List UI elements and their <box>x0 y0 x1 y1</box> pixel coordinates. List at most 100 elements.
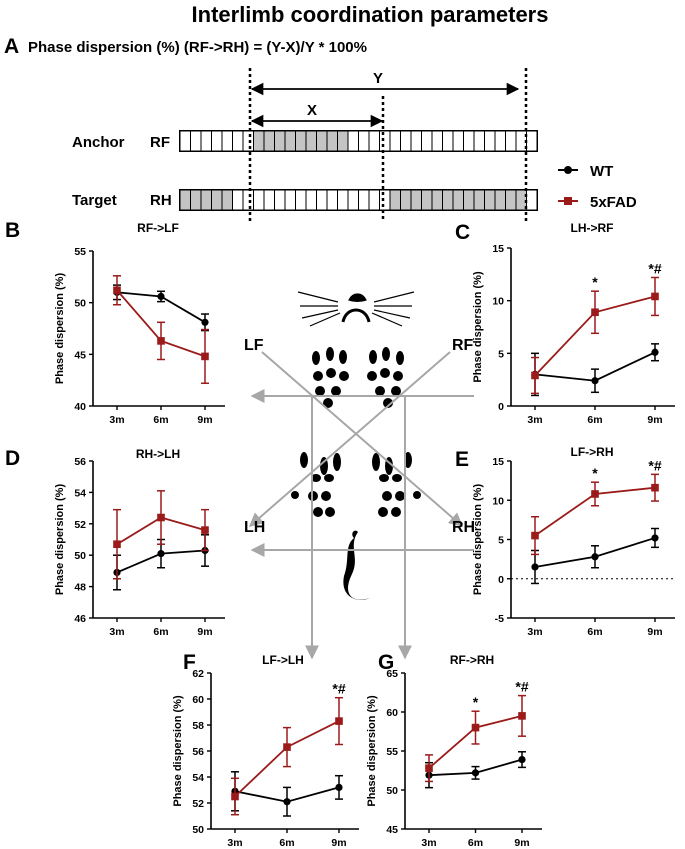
significance-marker: * <box>592 274 598 290</box>
legend-5xfad-label: 5xFAD <box>590 194 637 211</box>
gait-strip-cell <box>494 189 506 211</box>
gait-strip-cell <box>221 189 233 211</box>
data-point-5xfad <box>335 717 343 725</box>
y-tick-label: 60 <box>192 694 204 706</box>
gait-strip-cell <box>421 130 433 152</box>
limb-label-rh: RH <box>452 519 475 536</box>
y-tick-label: 55 <box>74 246 86 258</box>
y-tick-label: 58 <box>192 720 204 732</box>
gait-strip-cell <box>452 189 464 211</box>
x-tick-label: 9m <box>197 626 212 638</box>
y-tick-label: 50 <box>74 298 86 310</box>
x-tick-label: 9m <box>197 414 212 426</box>
y-axis-label: Phase dispersion (%) <box>54 484 66 596</box>
gait-strip-cell <box>263 130 275 152</box>
data-point-wt <box>201 318 209 326</box>
gait-strip-cell <box>526 189 538 211</box>
significance-marker: * <box>592 465 598 481</box>
significance-marker: *# <box>515 679 528 695</box>
gait-strip-cell <box>484 189 496 211</box>
gait-strip-cell <box>200 189 212 211</box>
data-point-wt <box>157 550 165 558</box>
gait-strip-cell <box>463 130 475 152</box>
legend-wt-marker <box>564 166 572 174</box>
panel-d-chart: D RH->LH 46 48 50 52 54 56 3m 6m 9m Phase dispersio… <box>5 447 225 638</box>
y-tick-label: 62 <box>192 668 204 680</box>
gait-strip-cell <box>379 189 391 211</box>
anchor-limb-label: RF <box>150 134 170 151</box>
gait-strip-cell <box>473 189 485 211</box>
data-point-5xfad <box>531 531 539 540</box>
data-point-5xfad <box>471 723 480 732</box>
chart-title: RF->RH <box>450 653 494 667</box>
gait-strip-cell <box>274 130 286 152</box>
data-point-5xfad <box>157 513 165 522</box>
panel-e-chart: E LF->RH -5 0 5 10 15 3m 6m 9m Phase dispersion (%… <box>455 445 675 638</box>
y-tick-label: 46 <box>74 613 86 625</box>
data-point-5xfad <box>283 743 291 751</box>
data-point-wt <box>591 553 599 561</box>
gait-strip-cell <box>389 189 401 211</box>
y-tick-label: 52 <box>192 798 204 810</box>
x-tick-label: 6m <box>587 414 602 426</box>
panel-letter: B <box>5 219 20 242</box>
data-point-5xfad <box>113 286 121 295</box>
gait-strip-cell <box>316 130 328 152</box>
gait-strip-cell <box>431 189 443 211</box>
gait-strip-cell <box>494 130 506 152</box>
gait-strip-cell <box>347 130 359 152</box>
panel-g-chart: G RF->RH 45 50 55 60 65 3m 6m 9m Phase dispersion … <box>366 651 542 849</box>
y-tick-label: 48 <box>74 582 86 594</box>
gait-strip-cell <box>347 189 359 211</box>
panel-b-chart: B RF->LF 40 45 50 55 3m 6m 9m Phase dispersion (%… <box>5 219 225 426</box>
y-tick-label: 5 <box>498 535 504 547</box>
significance-marker: * <box>473 694 479 710</box>
panel-letter: E <box>455 448 469 471</box>
gait-strip-cell <box>505 189 517 211</box>
panel-letter: C <box>455 221 470 244</box>
gait-strip-cell <box>305 130 317 152</box>
gait-strip-cell <box>221 130 233 152</box>
gait-strip-cell <box>379 130 391 152</box>
y-axis-label: Phase dispersion (%) <box>472 271 484 383</box>
coordination-arrows <box>248 351 474 660</box>
gait-strip-cell <box>295 130 307 152</box>
y-axis-label: Phase dispersion (%) <box>54 273 66 385</box>
chart-title: LH->RF <box>571 221 614 235</box>
data-point-5xfad <box>425 764 433 772</box>
panel-a-letter: A <box>4 35 19 58</box>
phase-dispersion-formula: Phase dispersion (%) (RF->RH) = (Y-X)/Y … <box>28 39 367 56</box>
y-tick-label: 45 <box>74 349 86 361</box>
panel-f-chart: F LF->LH 50 52 54 56 58 60 62 3m 6m 9m Phase dispers… <box>172 651 359 849</box>
chart-title: RH->LH <box>136 447 180 461</box>
right-forepaw-prints <box>367 347 404 408</box>
y-tick-label: 45 <box>386 824 398 836</box>
y-tick-label: 15 <box>492 243 504 255</box>
arrow-rf-lh <box>248 351 451 527</box>
x-tick-label: 9m <box>647 414 662 426</box>
data-point-wt <box>335 783 343 792</box>
limb-label-lf: LF <box>244 337 264 354</box>
legend-5xfad-marker <box>564 197 572 205</box>
data-point-5xfad <box>651 292 659 301</box>
panel-c-chart: C LH->RF 0 5 10 15 3m 6m 9m Phase dispersion (%) *… <box>455 221 675 426</box>
gait-strip-cell <box>211 130 223 152</box>
x-tick-label: 9m <box>514 837 529 849</box>
gait-strip-cell <box>526 130 538 152</box>
gait-strip-cell <box>232 130 244 152</box>
gait-strip-cell <box>410 189 422 211</box>
gait-strip-cell <box>190 130 202 152</box>
data-point-5xfad <box>201 526 209 534</box>
mouse-head-icon <box>297 291 415 327</box>
y-axis-label: Phase dispersion (%) <box>172 695 184 807</box>
x-tick-label: 3m <box>527 626 542 638</box>
gait-strip-cell <box>442 130 454 152</box>
panel-letter: D <box>5 447 20 470</box>
panel-a: A Phase dispersion (%) (RF->RH) = (Y-X)/… <box>4 35 538 222</box>
target-label: Target <box>72 192 117 209</box>
y-tick-label: 55 <box>386 746 398 758</box>
data-point-5xfad <box>201 352 209 361</box>
x-tick-label: 6m <box>153 414 168 426</box>
y-tick-label: 56 <box>192 746 204 758</box>
x-tick-label: 6m <box>587 626 602 638</box>
